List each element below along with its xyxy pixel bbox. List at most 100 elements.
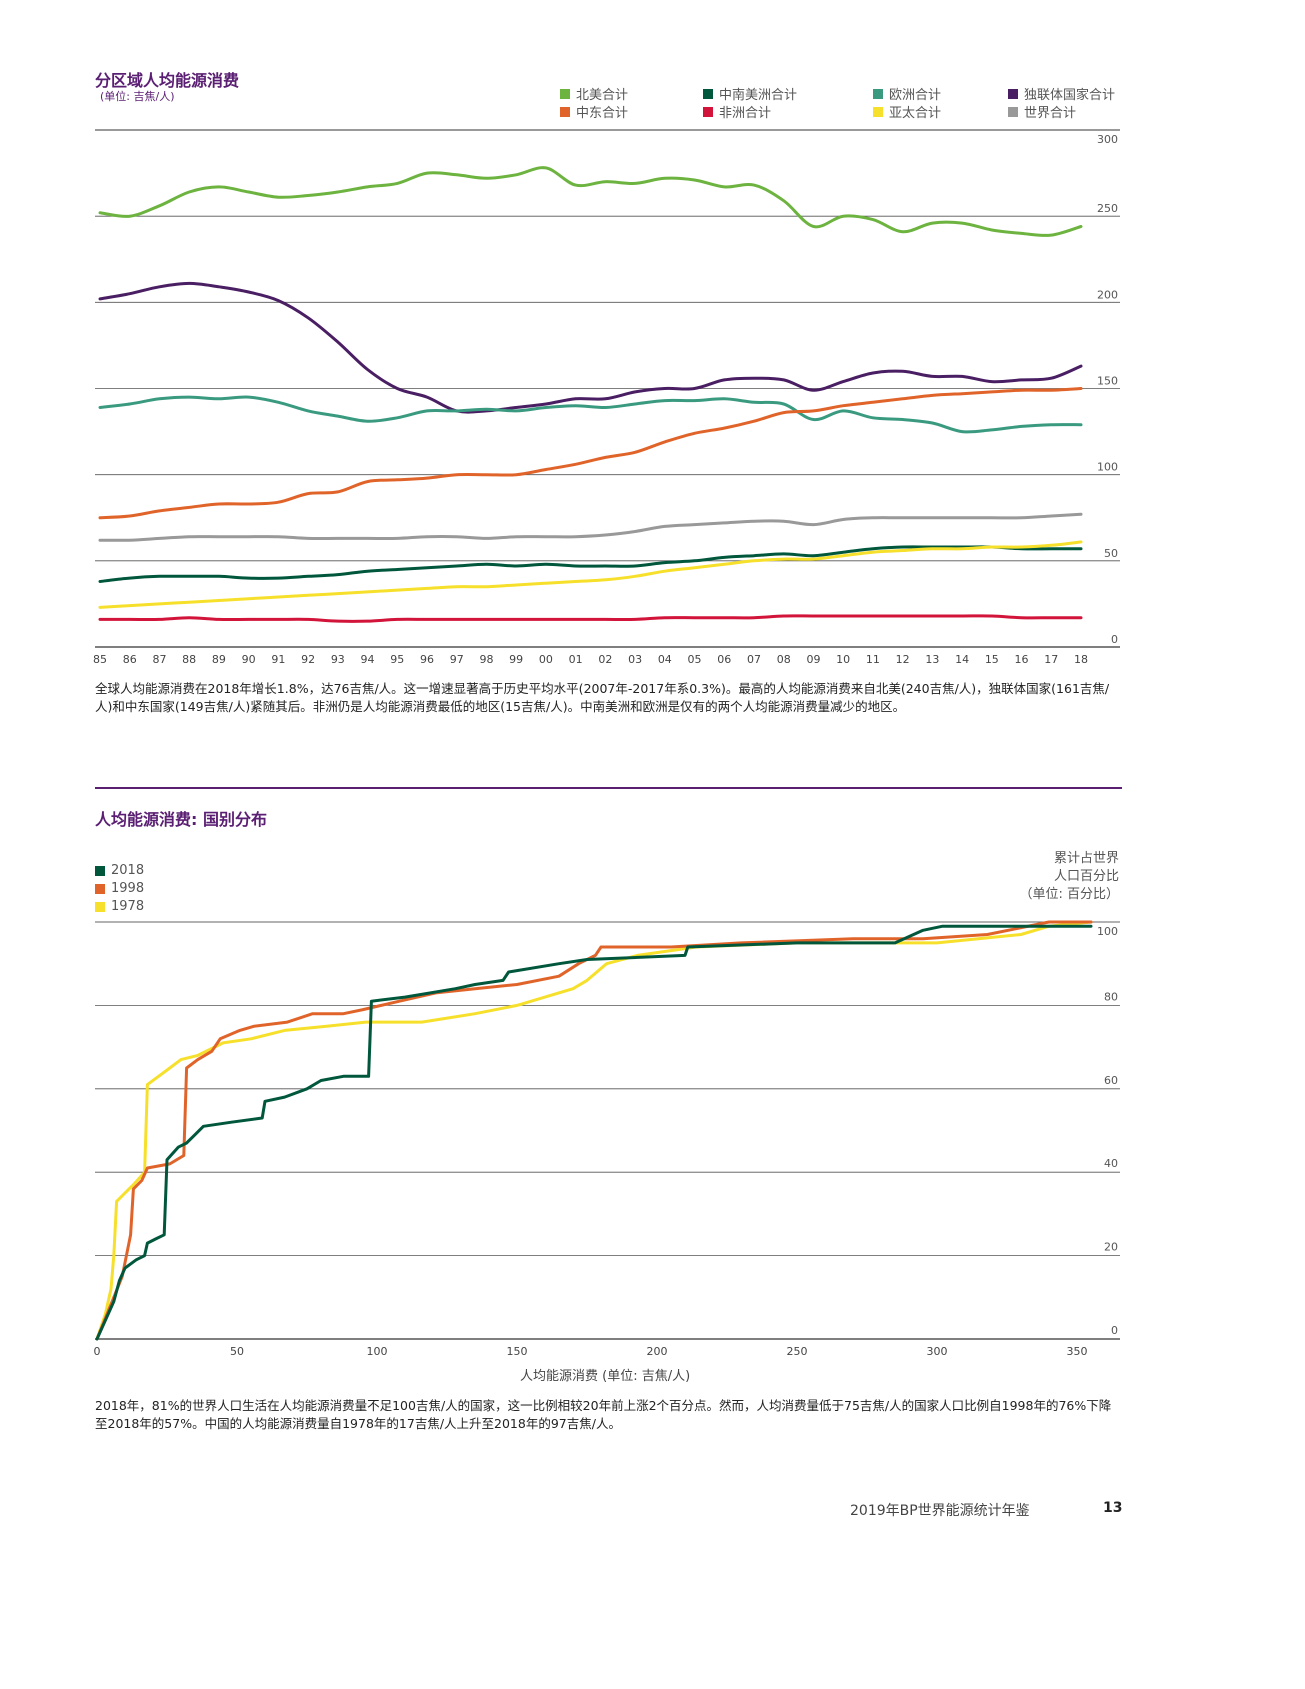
x-tick-label: 200 [647,1345,668,1358]
x-tick-label: 11 [866,653,880,666]
legend-label: 世界合计 [1024,106,1077,121]
series-line [98,387,1083,520]
x-tick-label: 14 [955,653,969,666]
legend-swatch [873,88,883,99]
legend-label: 2018 [111,863,145,878]
x-tick-label: 96 [420,653,434,666]
legend-item: 世界合计 [1008,102,1076,121]
x-tick-label: 10 [836,653,850,666]
y-tick-label: 60 [1104,1074,1118,1087]
legend-item: 非洲合计 [703,102,771,121]
x-tick-label: 0 [94,1345,101,1358]
x-tick-label: 300 [927,1345,948,1358]
legend-item: 中东合计 [560,102,628,121]
y-tick-label: 300 [1097,133,1118,146]
legend-swatch [873,106,883,117]
x-tick-label: 99 [509,653,523,666]
y-tick-label: 0 [1111,1324,1118,1337]
legend-label: 北美合计 [576,88,629,103]
x-tick-label: 07 [747,653,761,666]
x-tick-label: 90 [242,653,256,666]
y-tick-label: 20 [1104,1241,1118,1254]
chart2-title: 人均能源消费: 国别分布 [95,810,267,829]
y-tick-label: 250 [1097,202,1118,215]
y-tick-label: 150 [1097,375,1118,388]
x-tick-label: 91 [271,653,285,666]
chart2-ylabel: 累计占世界 人口百分比 （单位: 百分比） [1019,850,1119,904]
x-tick-label: 85 [93,653,107,666]
legend-item: 欧洲合计 [873,84,941,103]
chart1-caption: 全球人均能源消费在2018年增长1.8%，达76吉焦/人。这一增速显著高于历史平… [95,681,1110,714]
x-tick-label: 18 [1074,653,1088,666]
legend-swatch [95,883,105,894]
series-line [95,924,1093,1341]
legend-swatch [560,88,570,99]
y-tick-label: 200 [1097,288,1118,301]
x-tick-label: 98 [479,653,493,666]
y-tick-label: 50 [1104,547,1118,560]
x-tick-label: 17 [1044,653,1058,666]
legend-swatch [1008,106,1018,117]
x-tick-label: 92 [301,653,315,666]
x-tick-label: 100 [367,1345,388,1358]
legend-label: 亚太合计 [889,106,942,121]
x-tick-label: 03 [628,653,642,666]
y-tick-label: 100 [1097,925,1118,938]
series-line [95,920,1093,1341]
x-tick-label: 150 [507,1345,528,1358]
y-tick-label: 0 [1111,633,1118,646]
series-line [95,920,1093,1341]
x-tick-label: 01 [569,653,583,666]
legend-swatch [1008,88,1018,99]
chart2-ylabel-line2: 人口百分比 [1053,869,1119,884]
legend-label: 1998 [111,881,145,896]
x-tick-label: 86 [123,653,137,666]
x-tick-label: 05 [688,653,702,666]
legend-label: 中南美洲合计 [719,88,798,103]
x-tick-label: 08 [777,653,791,666]
x-tick-label: 09 [806,653,820,666]
x-tick-label: 15 [985,653,999,666]
x-tick-label: 87 [152,653,166,666]
legend-item: 亚太合计 [873,102,941,121]
x-tick-label: 94 [361,653,375,666]
x-tick-label: 350 [1067,1345,1088,1358]
legend-label: 非洲合计 [719,106,772,121]
legend-item: 2018 [95,863,144,878]
page-number: 13 [1103,1500,1123,1516]
legend-label: 独联体国家合计 [1024,88,1116,103]
legend-item: 北美合计 [560,84,628,103]
legend-swatch [703,106,713,117]
legend-item: 1998 [95,881,144,896]
y-tick-label: 80 [1104,990,1118,1003]
legend-item: 中南美洲合计 [703,84,797,103]
legend-swatch [95,901,105,912]
chart2-ylabel-line1: 累计占世界 [1053,851,1119,866]
legend-swatch [95,865,105,876]
x-tick-label: 02 [598,653,612,666]
x-tick-label: 97 [450,653,464,666]
legend-label: 1978 [111,899,145,914]
x-tick-label: 95 [390,653,404,666]
series-line [98,166,1083,237]
legend-label: 欧洲合计 [889,88,942,103]
x-tick-label: 88 [182,653,196,666]
x-tick-label: 89 [212,653,226,666]
chart1-title: 分区域人均能源消费 [95,71,240,90]
legend-swatch [703,88,713,99]
legend-label: 中东合计 [576,106,629,121]
series-line [98,540,1083,609]
chart2-ylabel-line3: （单位: 百分比） [1019,887,1119,902]
x-tick-label: 06 [717,653,731,666]
series-line [98,395,1083,434]
chart2-caption: 2018年，81%的世界人口生活在人均能源消费量不足100吉焦/人的国家，这一比… [95,1398,1112,1431]
footer-book-title: 2019年BP世界能源统计年鉴 [850,1503,1030,1519]
chart1-subtitle: (单位: 吉焦/人) [100,90,175,103]
series-line [98,614,1083,623]
section-divider [95,787,1122,789]
x-tick-label: 00 [539,653,553,666]
x-tick-label: 93 [331,653,345,666]
x-tick-label: 04 [658,653,672,666]
legend-item: 1978 [95,899,144,914]
